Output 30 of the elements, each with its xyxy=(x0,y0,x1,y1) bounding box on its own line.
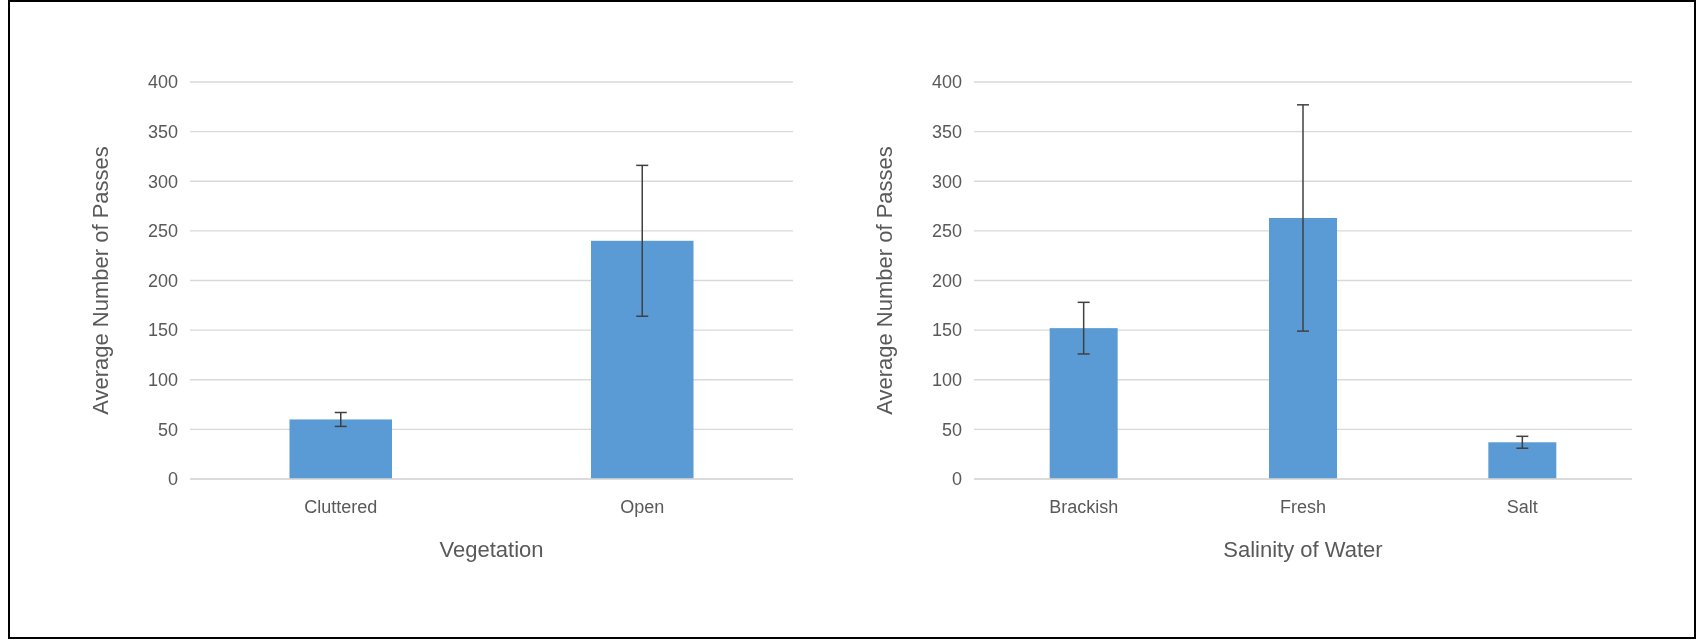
y-tick-label: 150 xyxy=(147,320,178,341)
bar xyxy=(1488,442,1557,479)
y-tick-label: 200 xyxy=(931,270,962,291)
y-tick-label: 0 xyxy=(167,469,178,490)
y-tick-label: 400 xyxy=(931,72,962,93)
x-tick-label: Salt xyxy=(1506,497,1538,517)
y-tick-label: 300 xyxy=(147,171,178,192)
bar xyxy=(1269,217,1337,479)
x-tick-label: Open xyxy=(620,497,665,517)
y-tick-label: 50 xyxy=(941,419,962,440)
y-tick-label: 250 xyxy=(147,221,178,242)
x-axis-title: Salinity of Water xyxy=(1223,537,1383,562)
y-tick-label: 200 xyxy=(147,270,178,291)
y-tick-label: 100 xyxy=(147,370,178,391)
bar xyxy=(1049,328,1118,479)
y-tick-label: 150 xyxy=(931,320,962,341)
y-tick-label: 100 xyxy=(931,370,962,391)
x-tick-label: Brackish xyxy=(1049,497,1119,517)
y-tick-label: 350 xyxy=(147,121,178,142)
x-axis-title: Vegetation xyxy=(439,537,544,562)
y-tick-label: 250 xyxy=(931,221,962,242)
x-tick-label: Cluttered xyxy=(304,497,378,517)
y-tick-label: 0 xyxy=(951,469,962,490)
x-tick-label: Fresh xyxy=(1279,497,1327,517)
y-axis-title: Average Number of Passes xyxy=(872,146,897,415)
y-tick-label: 400 xyxy=(147,72,178,93)
y-tick-label: 50 xyxy=(157,419,178,440)
y-tick-label: 350 xyxy=(931,121,962,142)
y-axis-title: Average Number of Passes xyxy=(88,146,113,415)
y-tick-label: 300 xyxy=(931,171,962,192)
